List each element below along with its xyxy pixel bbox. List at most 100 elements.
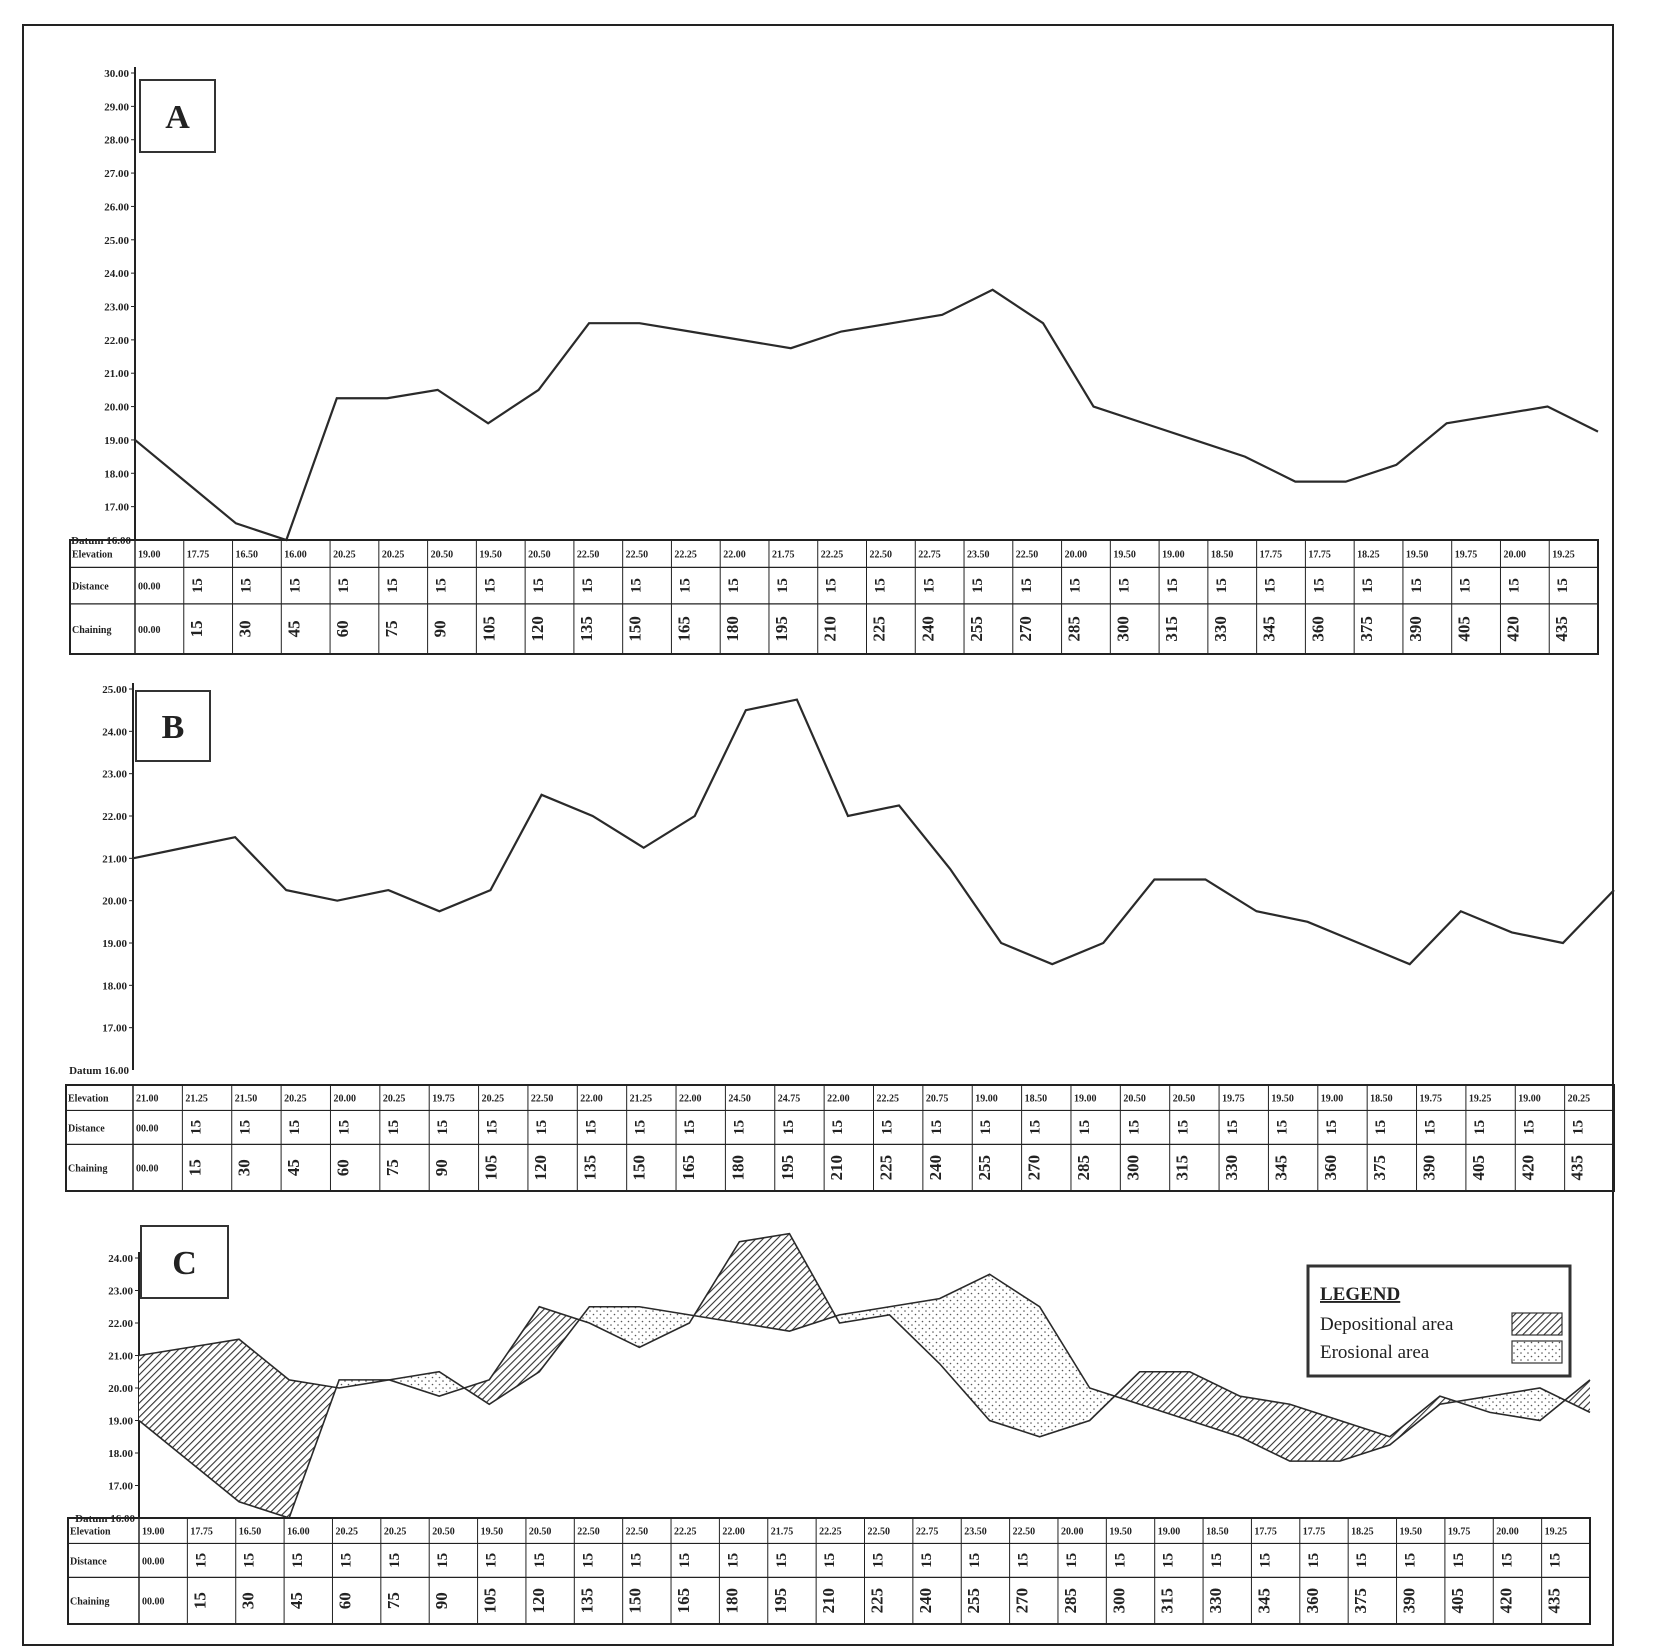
- table-cell-chaining: 375: [1357, 616, 1376, 642]
- table-cell-elevation: 17.75: [1260, 550, 1283, 561]
- panel-label-box: [135, 690, 211, 762]
- table-cell-distance: 15: [1548, 1553, 1564, 1568]
- table-cell-distance: 00.00: [142, 1556, 165, 1567]
- erosional-area: [939, 1274, 990, 1421]
- data-table: Elevation Distance Chaining 19.00 17.75 16.50…: [69, 539, 1599, 655]
- data-points: [132, 699, 1615, 965]
- table-cell-elevation: 22.25: [877, 1094, 900, 1105]
- table-cell-chaining: 375: [1370, 1155, 1389, 1181]
- table-cell-chaining: 435: [1552, 616, 1571, 642]
- table-cell-chaining: 210: [827, 1155, 846, 1181]
- erosional-area: [439, 1371, 465, 1397]
- table-cell-distance: 15: [775, 578, 791, 593]
- table-cell-chaining: 15: [185, 1159, 204, 1176]
- table-cell-distance: 15: [1214, 578, 1230, 593]
- table-cell-elevation: 20.25: [384, 1527, 407, 1538]
- table-cell-elevation: 19.75: [432, 1094, 455, 1105]
- table-cell-chaining: 195: [771, 1588, 790, 1614]
- table-cell-elevation: 22.25: [674, 1527, 697, 1538]
- table-cell-chaining: 210: [819, 1588, 838, 1614]
- table-cell-chaining: 405: [1455, 616, 1474, 642]
- table-cell-elevation: 16.50: [239, 1527, 262, 1538]
- table-cell-chaining: 45: [284, 620, 303, 637]
- table-cell-chaining: 135: [577, 616, 596, 642]
- table-cell-chaining: 300: [1109, 1588, 1128, 1614]
- y-tick-label: 20.00: [102, 896, 127, 908]
- table-cell-elevation: 21.50: [235, 1094, 258, 1105]
- table-cell-distance: 15: [239, 578, 255, 593]
- depositional-area: [189, 1339, 240, 1502]
- table-cell-distance: 15: [682, 1120, 698, 1135]
- y-tick-label: 19.00: [104, 435, 129, 447]
- table-cell-elevation: 21.25: [185, 1094, 208, 1105]
- table-cell-elevation: 22.25: [821, 550, 844, 561]
- table-cell-chaining: 150: [626, 1588, 645, 1614]
- table-cell-distance: 15: [1064, 1553, 1080, 1568]
- table-cell-elevation: 17.75: [1303, 1527, 1326, 1538]
- table-cell-distance: 15: [873, 578, 889, 593]
- table-cell-chaining: 435: [1545, 1588, 1564, 1614]
- table-cell-chaining: 285: [1061, 1588, 1080, 1614]
- table-cell-distance: 15: [188, 1120, 204, 1135]
- table-cell-elevation: 19.50: [1406, 550, 1429, 561]
- table-cell-distance: 15: [725, 1553, 741, 1568]
- table-cell-chaining: 435: [1568, 1155, 1587, 1181]
- table-cell-elevation: 16.50: [236, 550, 258, 561]
- table-cell-distance: 00.00: [136, 1123, 159, 1134]
- table-cell-chaining: 330: [1211, 616, 1230, 642]
- table-cell-elevation: 16.00: [284, 550, 307, 561]
- table-cell-chaining: 405: [1469, 1155, 1488, 1181]
- table-cell-elevation: 22.75: [918, 550, 941, 561]
- table-cell-chaining: 360: [1303, 1588, 1322, 1614]
- table-cell-distance: 15: [1423, 1120, 1439, 1135]
- table-cell-distance: 15: [1112, 1553, 1128, 1568]
- profile-line-b: [138, 1232, 1591, 1438]
- table-cell-distance: 15: [921, 578, 937, 593]
- profile-line: [134, 288, 1599, 542]
- table-cell-chaining: 60: [335, 1592, 354, 1609]
- table-cell-distance: 15: [434, 578, 450, 593]
- table-cell-elevation: 22.50: [868, 1527, 891, 1538]
- y-tick-label: 21.00: [102, 853, 127, 865]
- table-cell-elevation: 18.25: [1351, 1527, 1374, 1538]
- panel-c: 24.00 23.00 22.00 21.00 20.00 19.00 18.00 17.00…: [67, 1225, 1591, 1625]
- table-cell-chaining: 300: [1113, 616, 1132, 642]
- table-cell-elevation: 20.75: [926, 1094, 949, 1105]
- depositional-area: [1139, 1371, 1190, 1421]
- table-cell-chaining: 30: [236, 620, 255, 637]
- table-cell-elevation: 21.25: [630, 1094, 653, 1105]
- legend-swatch-erosional: [1511, 1340, 1563, 1364]
- table-cell-elevation: 19.00: [138, 550, 161, 561]
- y-tick-label: 22.00: [102, 811, 127, 823]
- table-cell-chaining: 420: [1503, 616, 1522, 642]
- table-cell-distance: 15: [1360, 578, 1376, 593]
- table-cell-chaining: 165: [674, 1588, 693, 1614]
- table-cell-chaining: 120: [528, 616, 547, 642]
- table-cell-distance: 15: [1116, 578, 1132, 593]
- table-cell-chaining: 00.00: [142, 1597, 165, 1608]
- table-cell-distance: 15: [1028, 1120, 1044, 1135]
- legend-item-label: Depositional area: [1320, 1314, 1454, 1335]
- table-row-header: Elevation: [68, 1094, 109, 1105]
- table-cell-chaining: 150: [630, 1155, 649, 1181]
- table-cell-elevation: 20.25: [1568, 1094, 1591, 1105]
- data-table: Elevation Distance Chaining 21.00 21.25 21.50…: [65, 1084, 1615, 1192]
- y-tick-label: 26.00: [104, 201, 129, 213]
- table-cell-elevation: 19.75: [1420, 1094, 1443, 1105]
- table-cell-elevation: 18.25: [1357, 550, 1380, 561]
- erosional-area: [1539, 1388, 1565, 1421]
- table-cell-distance: 15: [726, 578, 742, 593]
- table-cell-distance: 00.00: [138, 582, 161, 593]
- y-tick-label: 23.00: [108, 1286, 133, 1298]
- erosional-area: [1039, 1306, 1090, 1437]
- y-tick-label: 19.00: [108, 1416, 133, 1428]
- table-cell-chaining: 315: [1158, 1588, 1177, 1614]
- table-cell-distance: 15: [1257, 1553, 1273, 1568]
- y-ticks: 30.00 29.00 28.00 27.00 26.00 25.00 24.00 23.00…: [104, 68, 135, 514]
- table-cell-distance: 15: [970, 578, 986, 593]
- panel-label-box: [140, 1225, 229, 1299]
- y-tick-label: 29.00: [104, 101, 129, 113]
- table-cell-chaining: 420: [1518, 1155, 1537, 1181]
- y-tick-label: 18.00: [104, 468, 129, 480]
- table-cell-distance: 15: [967, 1553, 983, 1568]
